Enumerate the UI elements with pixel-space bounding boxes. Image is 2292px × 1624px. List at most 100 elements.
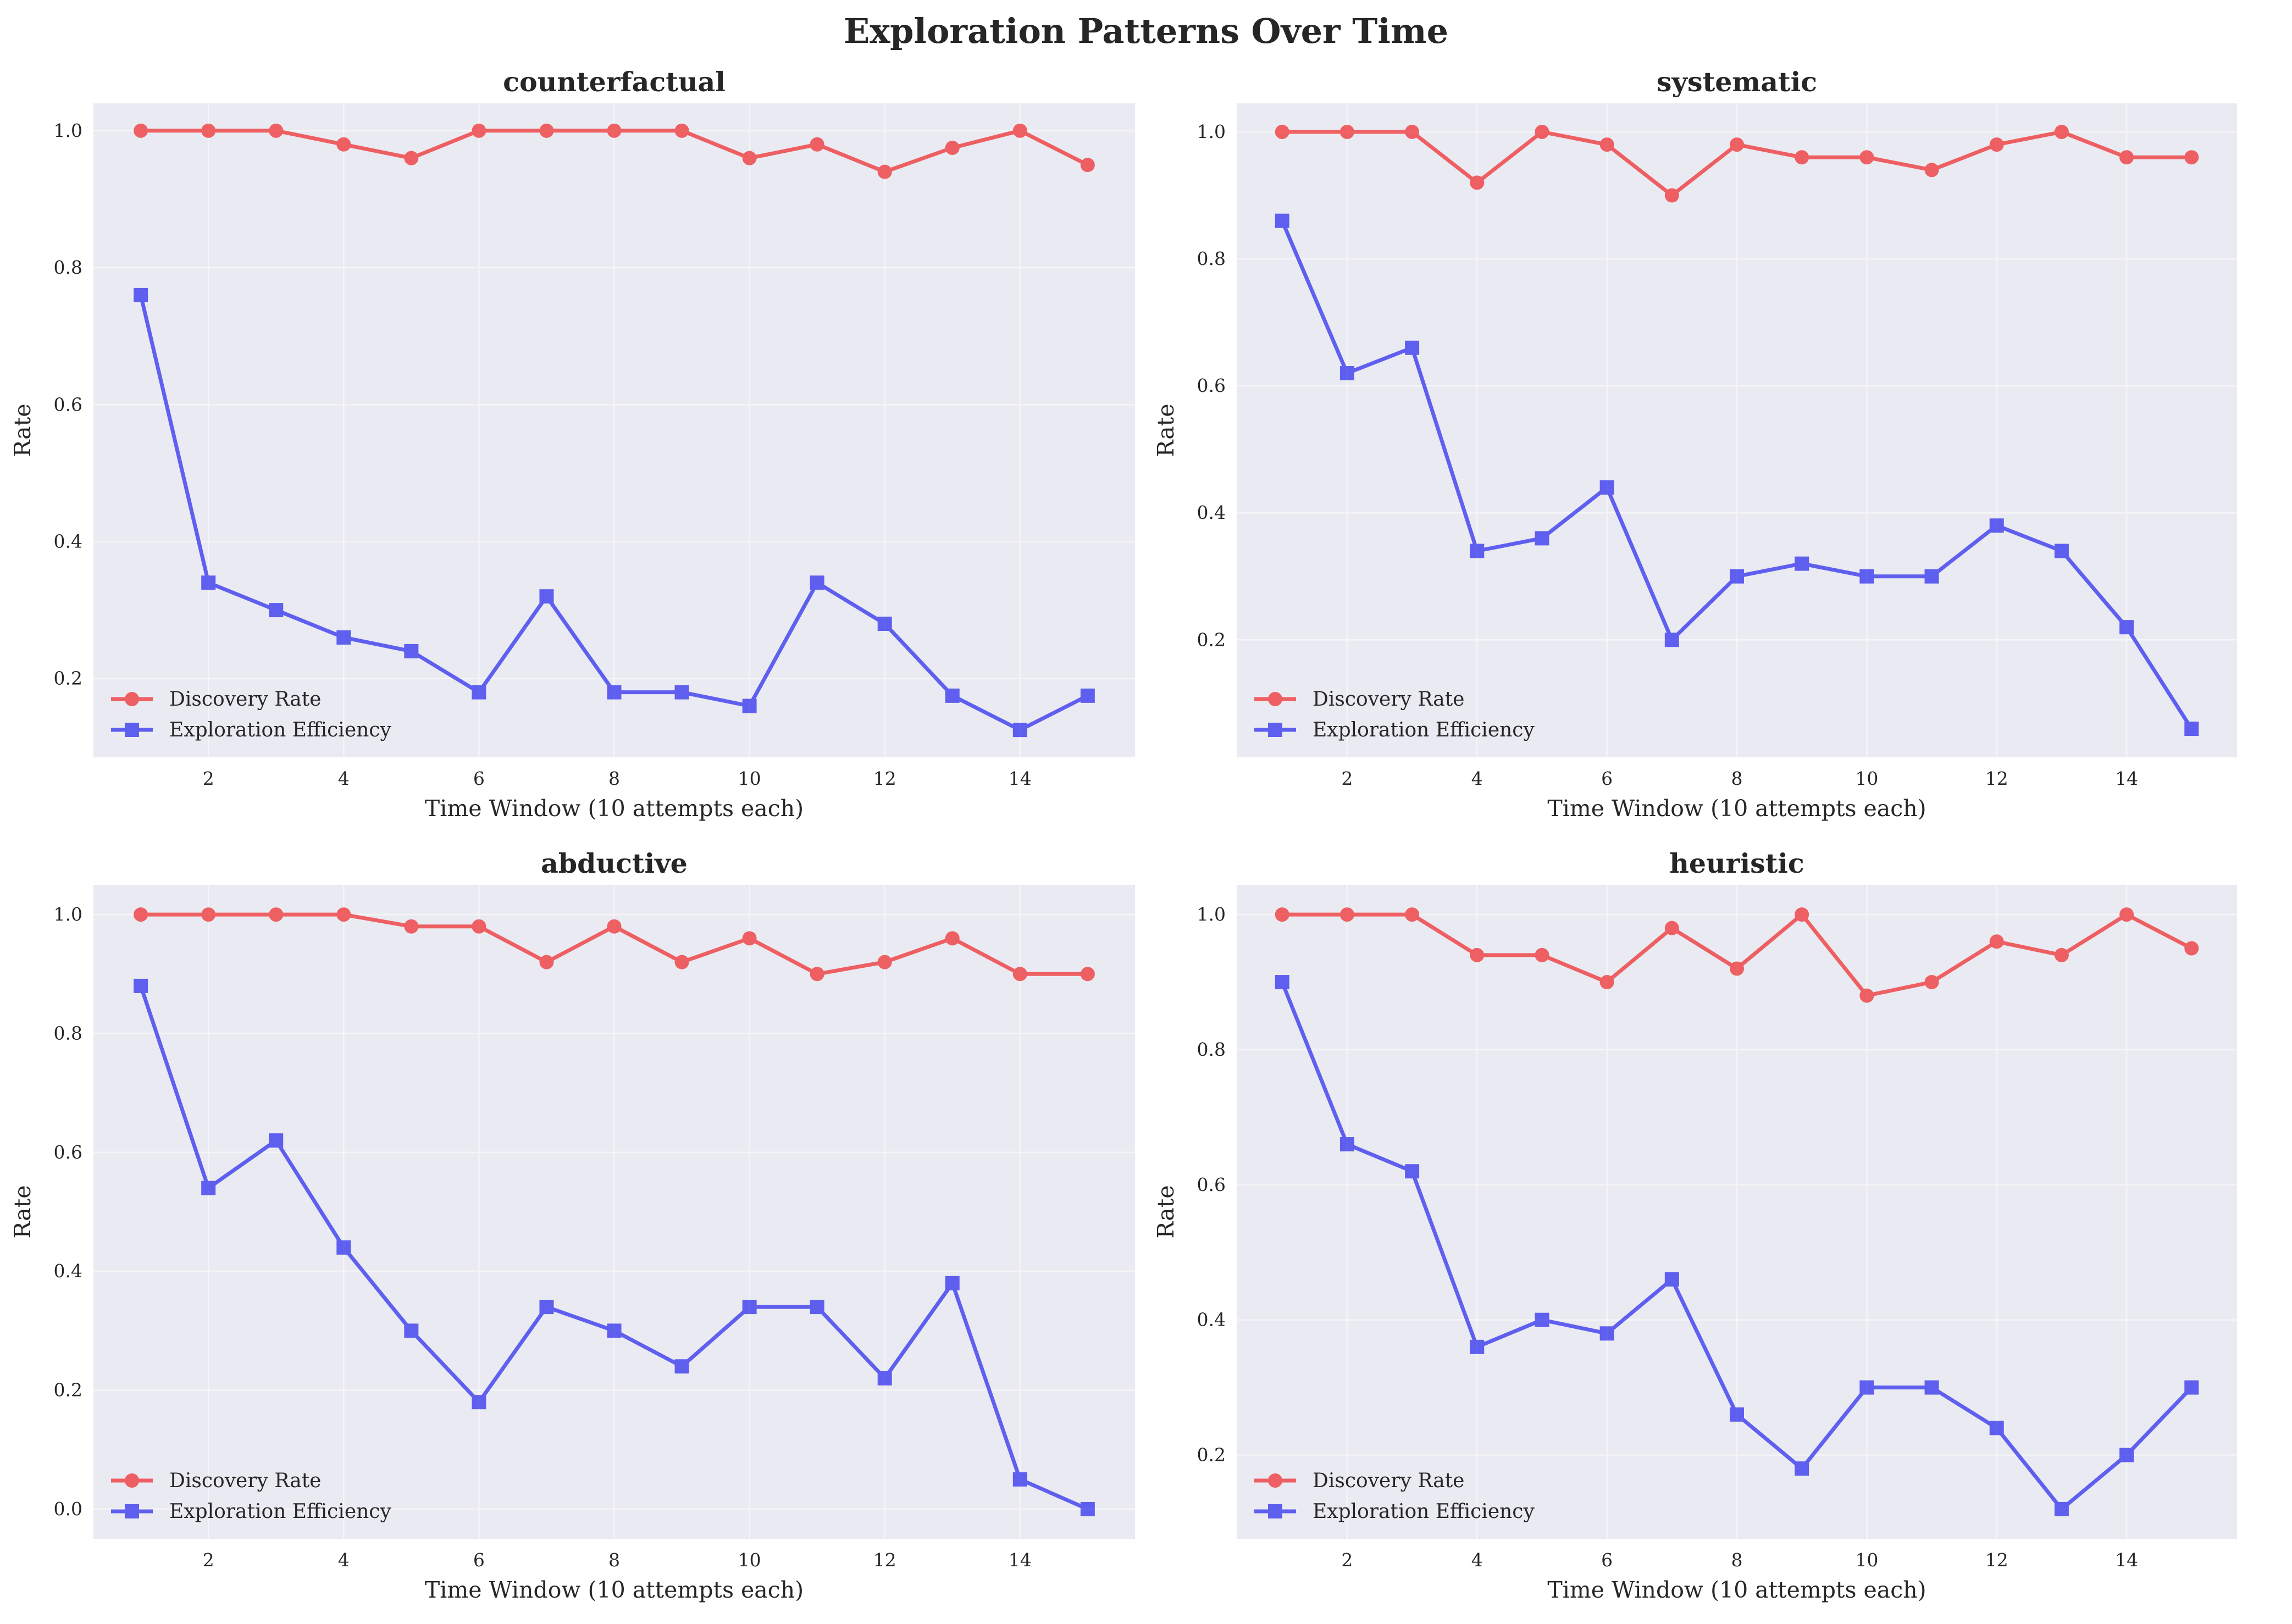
x-tick-label: 8 <box>1731 768 1743 789</box>
y-tick-label: 1.0 <box>1197 121 1226 142</box>
data-point <box>674 123 689 138</box>
data-point <box>201 907 216 922</box>
series-discovery-rate <box>134 123 1095 179</box>
data-point <box>2054 124 2069 139</box>
data-point <box>404 644 419 658</box>
data-point <box>1080 688 1095 703</box>
data-point <box>2054 544 2069 558</box>
data-point <box>404 1323 419 1338</box>
data-point <box>134 907 148 922</box>
data-point <box>945 1276 960 1290</box>
y-tick-labels: 0.2 0.4 0.6 0.8 1.0 <box>54 120 82 689</box>
data-point <box>607 123 622 138</box>
x-tick-labels: 2 4 6 8 10 12 14 <box>1341 768 2138 789</box>
data-point <box>336 907 351 922</box>
series-discovery-rate <box>1275 124 2199 203</box>
y-tick-label: 0.6 <box>54 393 82 415</box>
data-point <box>336 1240 351 1255</box>
y-tick-label: 0.4 <box>1197 502 1226 523</box>
y-tick-label: 0.2 <box>54 668 82 689</box>
x-tick-label: 8 <box>608 768 620 789</box>
subplot-title: heuristic <box>1669 847 1804 879</box>
subplot-heuristic: 2 4 6 8 10 12 14 0.2 0.4 0.6 0.8 1.0 Time Window (10… <box>1153 847 2237 1603</box>
x-tick-label: 2 <box>203 768 214 789</box>
data-point <box>1599 1326 1614 1341</box>
y-axis-label: Rate <box>9 404 36 457</box>
data-point <box>742 1300 757 1315</box>
subplot-title: counterfactual <box>503 66 726 98</box>
data-point <box>1470 175 1485 190</box>
data-point <box>1012 723 1027 738</box>
legend-label: Exploration Efficiency <box>1313 719 1535 741</box>
legend-marker <box>125 1504 139 1518</box>
data-point <box>404 151 419 165</box>
data-point <box>201 1180 216 1195</box>
x-tick-label: 2 <box>1341 1549 1353 1571</box>
data-point <box>201 575 216 590</box>
legend: Discovery Rate Exploration Efficiency <box>1254 1470 1535 1523</box>
data-point <box>1730 1407 1744 1422</box>
x-tick-label: 14 <box>1009 1549 1032 1571</box>
data-point <box>1339 907 1354 922</box>
data-point <box>1859 569 1874 584</box>
x-tick-label: 12 <box>1985 1549 2008 1571</box>
data-point <box>2184 150 2199 165</box>
data-point <box>269 907 284 922</box>
data-point <box>134 978 148 993</box>
series-discovery-rate <box>1275 907 2199 1003</box>
data-point <box>607 1323 622 1338</box>
x-tick-label: 8 <box>1731 1549 1743 1571</box>
y-tick-label: 1.0 <box>54 904 82 925</box>
data-point <box>1339 1137 1354 1152</box>
x-tick-label: 4 <box>1471 768 1483 789</box>
data-point <box>1012 967 1027 982</box>
data-point <box>1405 1164 1420 1179</box>
y-tick-labels: 0.0 0.2 0.4 0.6 0.8 1.0 <box>54 904 82 1520</box>
data-point <box>877 164 892 179</box>
y-tick-label: 0.8 <box>1197 1039 1226 1060</box>
legend-swatch <box>1254 1473 1296 1488</box>
data-point <box>1535 1312 1549 1327</box>
y-tick-label: 0.2 <box>1197 1444 1226 1466</box>
data-point <box>1795 1461 1809 1476</box>
legend-label: Exploration Efficiency <box>169 1500 391 1523</box>
x-tick-label: 10 <box>1855 768 1878 789</box>
data-point <box>742 931 757 946</box>
legend-swatch <box>111 723 153 737</box>
x-axis-label: Time Window (10 attempts each) <box>1547 795 1926 822</box>
data-point <box>201 123 216 138</box>
x-tick-label: 10 <box>738 768 761 789</box>
y-tick-label: 0.2 <box>54 1379 82 1401</box>
x-tick-label: 2 <box>203 1549 214 1571</box>
grid <box>1237 103 2237 757</box>
data-point <box>742 151 757 165</box>
data-point <box>1470 544 1485 558</box>
data-point <box>1535 531 1549 546</box>
data-point <box>1599 975 1614 990</box>
data-point <box>607 919 622 934</box>
data-point <box>1795 150 1809 165</box>
data-point <box>1730 137 1744 152</box>
data-point <box>1859 150 1874 165</box>
grid <box>93 885 1135 1539</box>
y-tick-label: 0.2 <box>1197 629 1226 650</box>
data-point <box>674 955 689 969</box>
data-point <box>1924 1380 1939 1395</box>
y-tick-label: 0.4 <box>1197 1309 1226 1331</box>
data-point <box>2184 722 2199 736</box>
x-axis-label: Time Window (10 attempts each) <box>1547 1577 1926 1603</box>
legend-label: Discovery Rate <box>169 688 322 711</box>
x-tick-label: 10 <box>1855 1549 1878 1571</box>
legend: Discovery Rate Exploration Efficiency <box>111 688 391 741</box>
legend-swatch <box>111 1473 153 1488</box>
legend-swatch <box>111 692 153 706</box>
data-point <box>877 1371 892 1385</box>
legend-marker <box>1268 723 1282 737</box>
data-point <box>269 603 284 618</box>
data-point <box>607 685 622 700</box>
series-exploration-efficiency <box>134 287 1095 738</box>
x-tick-label: 14 <box>2115 768 2138 789</box>
data-point <box>472 919 486 934</box>
data-point <box>1859 1380 1874 1395</box>
data-point <box>945 688 960 703</box>
